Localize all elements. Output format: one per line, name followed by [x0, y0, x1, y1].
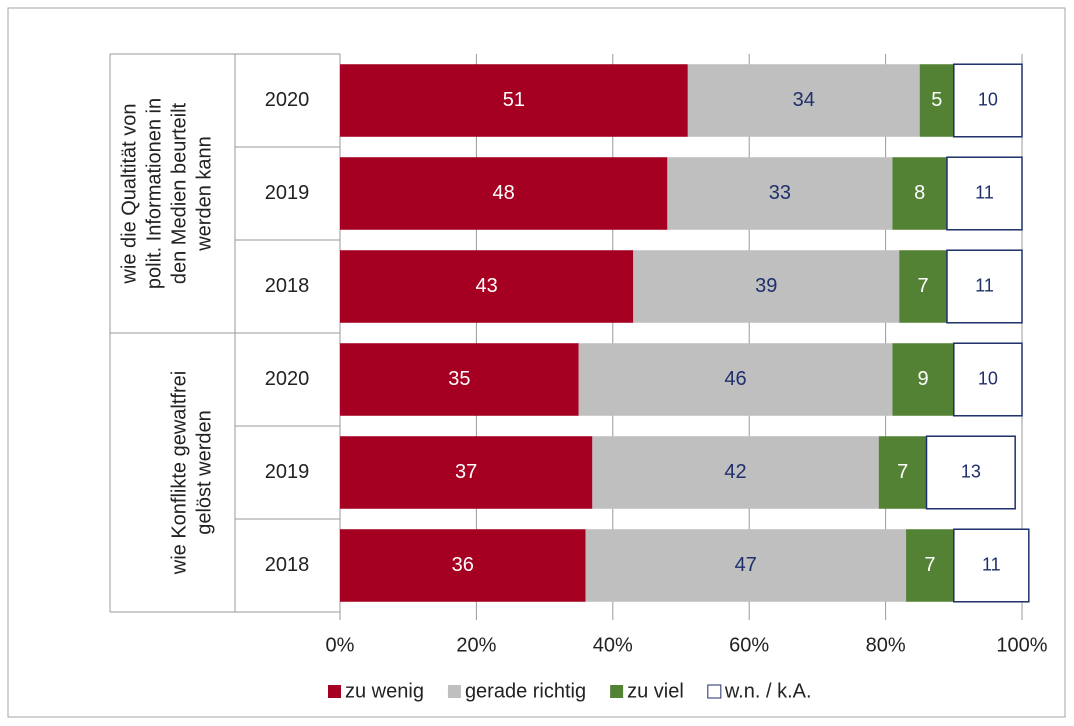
- value-label: 51: [503, 89, 525, 111]
- x-tick-label: 20%: [456, 634, 496, 656]
- y-tick-label: 2019: [265, 461, 310, 483]
- bar-segment: [899, 250, 947, 323]
- legend-swatch: [328, 685, 341, 698]
- value-label: 39: [755, 275, 777, 297]
- value-label: 46: [724, 368, 746, 390]
- value-label: 11: [982, 554, 1001, 574]
- x-tick-label: 0%: [326, 634, 355, 656]
- legend-swatch: [610, 685, 624, 698]
- bar-segment: [946, 249, 1023, 324]
- value-label: 47: [735, 554, 757, 576]
- bar-segment: [925, 435, 1016, 510]
- bar-segment: [953, 63, 1023, 138]
- bar-segment: [633, 250, 900, 323]
- y-tick-label: 2020: [265, 368, 310, 390]
- value-label: 42: [724, 461, 746, 483]
- y-tick-label: 2018: [265, 275, 310, 297]
- value-label: 36: [452, 554, 474, 576]
- x-tick-label: 40%: [593, 634, 633, 656]
- group-label: polit. Informationen in: [143, 98, 165, 289]
- legend-label: zu wenig: [345, 680, 424, 702]
- bar-segment: [340, 250, 634, 323]
- value-label: 7: [918, 275, 929, 297]
- value-label: 10: [978, 89, 998, 109]
- chart-frame: [7, 7, 1066, 718]
- bar-segment: [667, 157, 893, 230]
- y-tick-label: 2018: [265, 554, 310, 576]
- value-label: 8: [914, 182, 925, 204]
- bar-segment: [892, 157, 947, 230]
- bar-segment: [340, 343, 579, 416]
- value-label: 13: [961, 461, 981, 481]
- value-label: 43: [476, 275, 498, 297]
- bar-segment: [340, 529, 586, 602]
- bar-segment: [340, 436, 593, 509]
- bar-segment: [578, 343, 893, 416]
- legend-swatch: [707, 684, 722, 699]
- group-label: den Medien beurteilt: [168, 102, 190, 284]
- value-label: 34: [793, 89, 815, 111]
- x-tick-label: 80%: [866, 634, 906, 656]
- group-label: wie die Qualtität von: [118, 103, 140, 284]
- bar-segment: [340, 157, 668, 230]
- x-tick-label: 100%: [996, 634, 1047, 656]
- value-label: 11: [975, 182, 994, 202]
- bar-segment: [906, 529, 954, 602]
- value-label: 37: [455, 461, 477, 483]
- y-tick-label: 2020: [265, 89, 310, 111]
- x-tick-label: 60%: [729, 634, 769, 656]
- bar-segment: [687, 64, 920, 137]
- group-label: werden kann: [193, 136, 215, 252]
- legend-swatch: [447, 685, 461, 698]
- group-label: wie Konflikte gewaltfrei: [168, 371, 190, 575]
- value-label: 35: [448, 368, 470, 390]
- bar-segment: [892, 343, 954, 416]
- bar-segment: [340, 64, 688, 137]
- value-label: 33: [769, 182, 791, 204]
- bar-segment: [878, 436, 927, 509]
- bar-segment: [946, 156, 1023, 231]
- bar-segment: [585, 529, 907, 602]
- group-label: gelöst werden: [193, 410, 215, 535]
- legend-label: w.n. / k.A.: [724, 680, 812, 702]
- bar-segment: [592, 436, 879, 509]
- legend-label: zu viel: [627, 680, 684, 702]
- value-label: 11: [975, 275, 994, 295]
- value-label: 7: [897, 461, 908, 483]
- legend-label: gerade richtig: [465, 680, 586, 702]
- bar-segment: [953, 528, 1030, 603]
- bar-segment: [919, 64, 954, 137]
- value-label: 7: [924, 554, 935, 576]
- value-label: 9: [918, 368, 929, 390]
- value-label: 10: [978, 368, 998, 388]
- value-label: 48: [493, 182, 515, 204]
- bar-segment: [953, 342, 1023, 417]
- value-label: 5: [931, 89, 942, 111]
- y-tick-label: 2019: [265, 182, 310, 204]
